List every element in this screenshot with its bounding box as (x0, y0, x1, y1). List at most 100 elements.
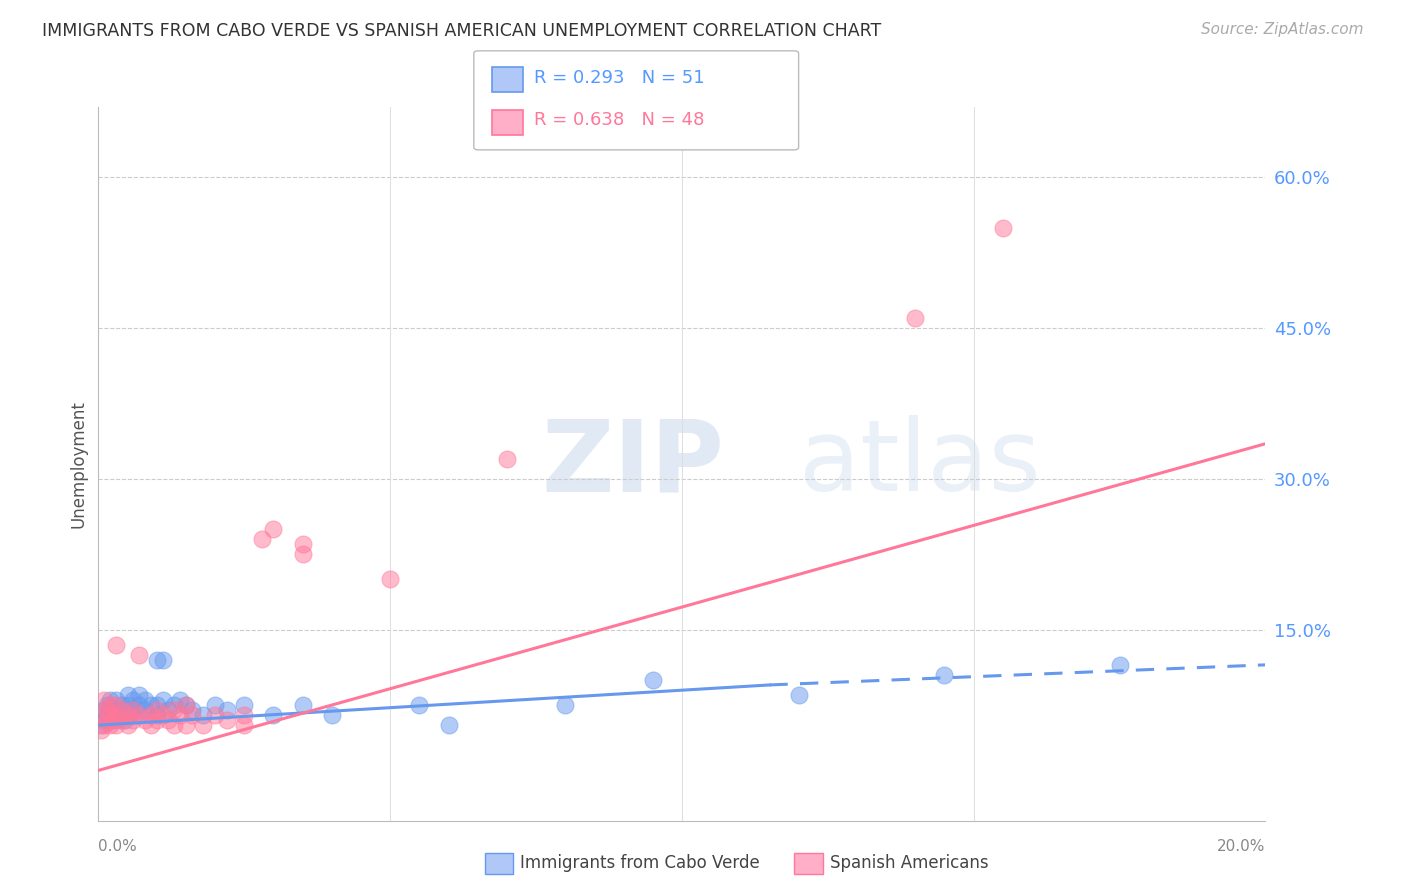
Point (128, 688, 150, 702)
Text: atlas: atlas (799, 416, 1040, 512)
Point (291, 698, 314, 712)
Point (122, 693, 145, 707)
Point (101, 713, 124, 727)
Point (111, 698, 134, 712)
Point (139, 718, 162, 732)
Point (122, 703, 145, 717)
Point (122, 713, 145, 727)
Point (96, 703, 118, 717)
Point (193, 708, 215, 723)
Point (108, 708, 131, 723)
Point (180, 703, 202, 717)
Text: R = 0.638   N = 48: R = 0.638 N = 48 (534, 112, 704, 129)
Point (215, 703, 238, 717)
Point (93, 693, 115, 707)
Point (152, 693, 174, 707)
Point (152, 708, 174, 723)
Y-axis label: Unemployment: Unemployment (69, 400, 87, 528)
Point (163, 698, 186, 712)
Point (991, 220, 1014, 235)
Text: 20.0%: 20.0% (1218, 838, 1265, 854)
Point (104, 693, 127, 707)
Point (934, 668, 956, 682)
Point (262, 522, 284, 536)
Point (291, 547, 314, 561)
Point (321, 708, 343, 723)
Text: ZIP: ZIP (541, 416, 724, 512)
Point (174, 698, 197, 712)
Point (93, 718, 115, 732)
Point (157, 713, 180, 727)
Point (1108, 657, 1130, 672)
Text: Source: ZipAtlas.com: Source: ZipAtlas.com (1201, 22, 1364, 37)
Point (139, 698, 162, 712)
Point (146, 698, 169, 712)
Point (98, 698, 121, 712)
Text: Spanish Americans: Spanish Americans (830, 855, 988, 872)
Point (128, 648, 150, 662)
Point (104, 718, 127, 732)
Point (134, 713, 156, 727)
Point (98, 713, 121, 727)
Point (163, 718, 186, 732)
Point (117, 688, 139, 702)
Point (128, 708, 150, 723)
Text: 0.0%: 0.0% (98, 838, 138, 854)
Point (104, 703, 127, 717)
Point (787, 688, 810, 702)
Point (93, 708, 115, 723)
Point (904, 311, 927, 326)
Point (408, 698, 430, 712)
Point (104, 638, 127, 652)
Point (163, 703, 186, 717)
Point (233, 698, 256, 712)
Point (146, 653, 169, 667)
Point (134, 693, 156, 707)
Point (96, 708, 118, 723)
Point (111, 703, 134, 717)
Point (174, 718, 197, 732)
Point (104, 713, 127, 727)
Point (122, 703, 145, 717)
Point (215, 713, 238, 727)
Point (139, 708, 162, 723)
Point (134, 703, 156, 717)
Point (90, 723, 112, 738)
Point (250, 533, 273, 547)
Point (111, 713, 134, 727)
Point (262, 708, 284, 723)
Point (96, 713, 118, 727)
Point (495, 451, 517, 466)
Point (233, 708, 256, 723)
Point (90, 718, 112, 732)
Point (204, 708, 226, 723)
Point (117, 698, 139, 712)
Point (169, 708, 191, 723)
Point (146, 708, 169, 723)
Point (437, 718, 460, 732)
Point (152, 653, 174, 667)
Point (169, 693, 191, 707)
Point (554, 698, 576, 712)
Point (104, 698, 127, 712)
Point (174, 698, 197, 712)
Point (93, 703, 115, 717)
Point (180, 708, 202, 723)
Point (378, 573, 402, 587)
Point (204, 698, 226, 712)
Point (641, 673, 664, 687)
Point (117, 718, 139, 732)
Point (98, 693, 121, 707)
Point (104, 708, 127, 723)
Point (233, 718, 256, 732)
Text: IMMIGRANTS FROM CABO VERDE VS SPANISH AMERICAN UNEMPLOYMENT CORRELATION CHART: IMMIGRANTS FROM CABO VERDE VS SPANISH AM… (42, 22, 882, 40)
Point (93, 713, 115, 727)
Point (96, 698, 118, 712)
Point (98, 718, 121, 732)
Point (128, 698, 150, 712)
Point (111, 703, 134, 717)
Point (157, 703, 180, 717)
Point (117, 708, 139, 723)
Point (114, 713, 136, 727)
Point (98, 708, 121, 723)
